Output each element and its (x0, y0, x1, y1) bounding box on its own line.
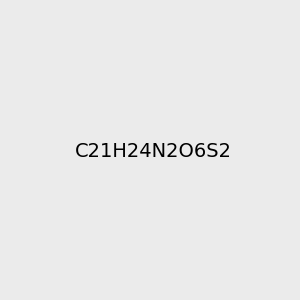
Text: C21H24N2O6S2: C21H24N2O6S2 (75, 142, 232, 161)
